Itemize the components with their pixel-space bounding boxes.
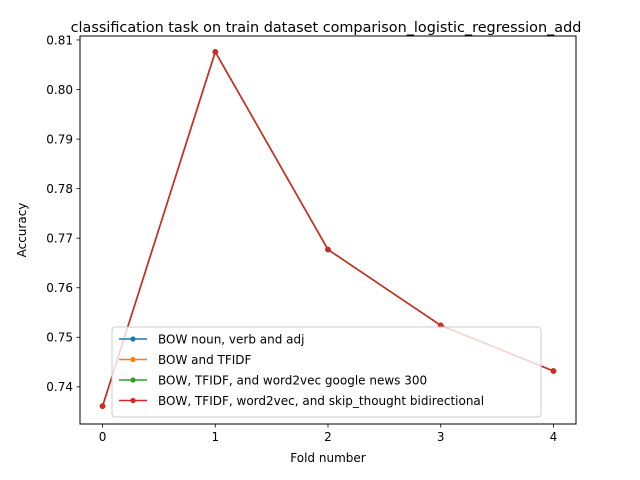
chart-title: classification task on train dataset com… <box>71 20 582 36</box>
legend-marker <box>130 356 136 363</box>
legend-label: BOW and TFIDF <box>158 353 252 367</box>
y-tick-label: 0.75 <box>46 331 73 345</box>
legend-label: BOW, TFIDF, word2vec, and skip_thought b… <box>158 394 484 408</box>
y-tick-label: 0.81 <box>46 33 73 47</box>
x-axis: 0 1 2 3 4 <box>99 424 558 444</box>
legend-entry: BOW, TFIDF, word2vec, and skip_thought b… <box>119 394 484 408</box>
x-axis-label: Fold number <box>290 451 365 465</box>
legend: BOW noun, verb and adj BOW and TFIDF BOW, … <box>111 326 542 418</box>
legend-label: BOW noun, verb and adj <box>158 332 304 346</box>
y-tick-label: 0.80 <box>46 83 73 97</box>
x-tick-label: 3 <box>437 430 445 444</box>
legend-marker <box>130 336 136 342</box>
legend-marker <box>130 397 136 404</box>
data-point <box>550 368 557 374</box>
x-tick-label: 1 <box>211 430 219 444</box>
y-tick-label: 0.77 <box>46 231 73 245</box>
x-tick-label: 2 <box>324 430 332 444</box>
y-tick-label: 0.74 <box>46 380 73 394</box>
x-tick-label: 4 <box>550 430 558 444</box>
y-axis: 0.74 0.75 0.76 0.77 0.78 0.79 0.80 0.81 <box>46 33 80 394</box>
legend-entry: BOW noun, verb and adj <box>119 332 304 346</box>
x-tick-label: 0 <box>99 430 107 444</box>
y-axis-label: Accuracy <box>15 203 29 258</box>
y-tick-label: 0.78 <box>46 182 73 196</box>
legend-marker <box>130 377 136 383</box>
y-tick-label: 0.76 <box>46 281 73 295</box>
data-point <box>212 49 219 55</box>
data-point <box>325 246 331 253</box>
legend-entry: BOW and TFIDF <box>119 353 252 367</box>
y-tick-label: 0.79 <box>46 132 73 146</box>
legend-entry: BOW, TFIDF, and word2vec google news 300 <box>119 373 427 387</box>
data-point <box>99 403 106 410</box>
legend-label: BOW, TFIDF, and word2vec google news 300 <box>158 373 427 387</box>
legend-box <box>111 326 542 418</box>
